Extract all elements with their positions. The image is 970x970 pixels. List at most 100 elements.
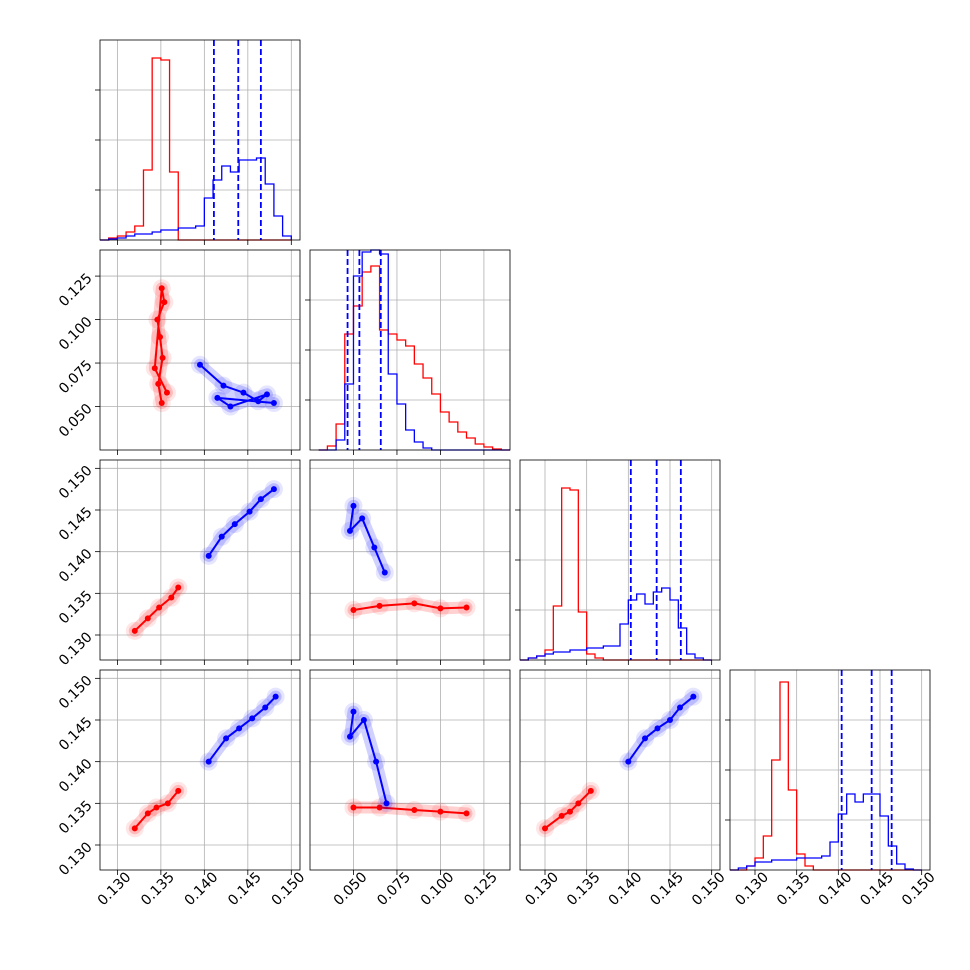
data-point <box>157 333 163 340</box>
data-point <box>625 758 632 765</box>
data-point <box>690 693 697 700</box>
data-point <box>411 600 418 607</box>
hist-frame <box>729 669 931 871</box>
scatter-grid <box>100 250 300 450</box>
scatter-panel-1-3 <box>309 669 511 871</box>
data-point <box>350 607 357 613</box>
ytick-label: 0.140 <box>56 546 96 586</box>
xtick-label: 0.150 <box>689 869 729 909</box>
scatter-frame <box>309 459 511 661</box>
data-point <box>257 496 264 503</box>
scatter-panel-0-3 <box>99 669 301 871</box>
data-point <box>381 569 388 576</box>
data-point <box>158 285 165 292</box>
xtick-label: 0.145 <box>857 869 897 909</box>
hist-series-0 <box>520 487 712 661</box>
data-point <box>263 391 270 398</box>
data-point <box>347 733 353 740</box>
data-point <box>205 552 212 559</box>
data-point <box>218 533 225 540</box>
data-point <box>350 502 357 509</box>
hist-panel-0 <box>95 39 301 241</box>
data-point <box>347 527 353 534</box>
scatter-frame <box>99 459 301 661</box>
data-point <box>175 787 182 794</box>
xtick-label: 0.135 <box>138 869 178 909</box>
data-point <box>246 508 253 515</box>
data-point <box>131 825 138 832</box>
ytick-label: 0.130 <box>56 629 96 669</box>
data-point <box>240 389 247 396</box>
data-point <box>371 544 378 551</box>
data-point <box>411 807 418 813</box>
data-point <box>231 521 238 528</box>
ytick-label: 0.140 <box>56 756 96 796</box>
scatter-frame <box>99 249 301 451</box>
data-point <box>154 316 161 323</box>
data-point <box>131 627 138 634</box>
data-point <box>350 804 357 811</box>
ytick-label: 0.150 <box>56 673 96 713</box>
xtick-label: 0.075 <box>374 869 414 909</box>
xtick-label: 0.135 <box>564 869 604 909</box>
xtick-label: 0.150 <box>269 869 309 909</box>
ytick-label: 0.125 <box>56 270 96 310</box>
xtick-label: 0.140 <box>606 869 646 909</box>
ytick-label: 0.100 <box>56 314 96 354</box>
ytick-label: 0.130 <box>56 839 96 879</box>
hist-frame <box>99 39 301 241</box>
xtick-label: 0.050 <box>331 869 371 909</box>
hist-panel-1 <box>305 249 511 451</box>
ytick-label: 0.145 <box>56 714 96 754</box>
hist-series-0 <box>730 681 922 871</box>
data-point <box>236 725 243 732</box>
data-point <box>667 717 673 723</box>
hist-grid <box>310 250 510 450</box>
scatter-frame <box>309 669 511 871</box>
ytick-label: 0.145 <box>56 504 96 544</box>
data-point <box>270 400 277 407</box>
xtick-label: 0.145 <box>647 869 687 909</box>
xtick-label: 0.140 <box>182 869 222 909</box>
data-point <box>437 605 444 612</box>
data-point <box>168 594 175 601</box>
scatter-grid <box>310 670 510 870</box>
data-point <box>373 758 380 765</box>
data-point <box>463 810 470 817</box>
data-point <box>163 389 170 396</box>
data-point <box>227 403 234 410</box>
hist-frame <box>519 459 721 661</box>
scatter-panel-0-1 <box>99 249 301 451</box>
data-point <box>575 800 582 807</box>
data-point <box>376 804 383 811</box>
data-point <box>151 365 158 372</box>
data-point <box>270 486 277 493</box>
data-point <box>654 725 661 732</box>
data-point <box>144 615 151 622</box>
ytick-label: 0.135 <box>56 588 96 628</box>
xtick-label: 0.100 <box>418 869 458 909</box>
scatter-panel-0-2 <box>99 459 301 661</box>
hist-grid <box>100 40 300 240</box>
hist-series-0 <box>100 57 292 241</box>
data-point <box>155 380 162 387</box>
data-point <box>587 787 594 794</box>
data-point <box>437 808 444 815</box>
data-point <box>153 804 160 811</box>
data-point <box>262 704 269 711</box>
hist-panel-3 <box>725 669 931 871</box>
scatter-grid <box>520 670 720 870</box>
data-point <box>376 602 383 609</box>
scatter-frame <box>99 669 301 871</box>
data-point <box>255 398 262 405</box>
xtick-label: 0.145 <box>225 869 265 909</box>
hist-series-1 <box>520 587 712 661</box>
scatter-grid <box>310 460 510 660</box>
data-point <box>161 299 168 306</box>
scatter-panel-1-2 <box>309 459 511 661</box>
xtick-label: 0.130 <box>522 869 562 909</box>
data-point <box>249 715 256 722</box>
data-point <box>542 825 548 832</box>
data-point <box>350 708 357 715</box>
